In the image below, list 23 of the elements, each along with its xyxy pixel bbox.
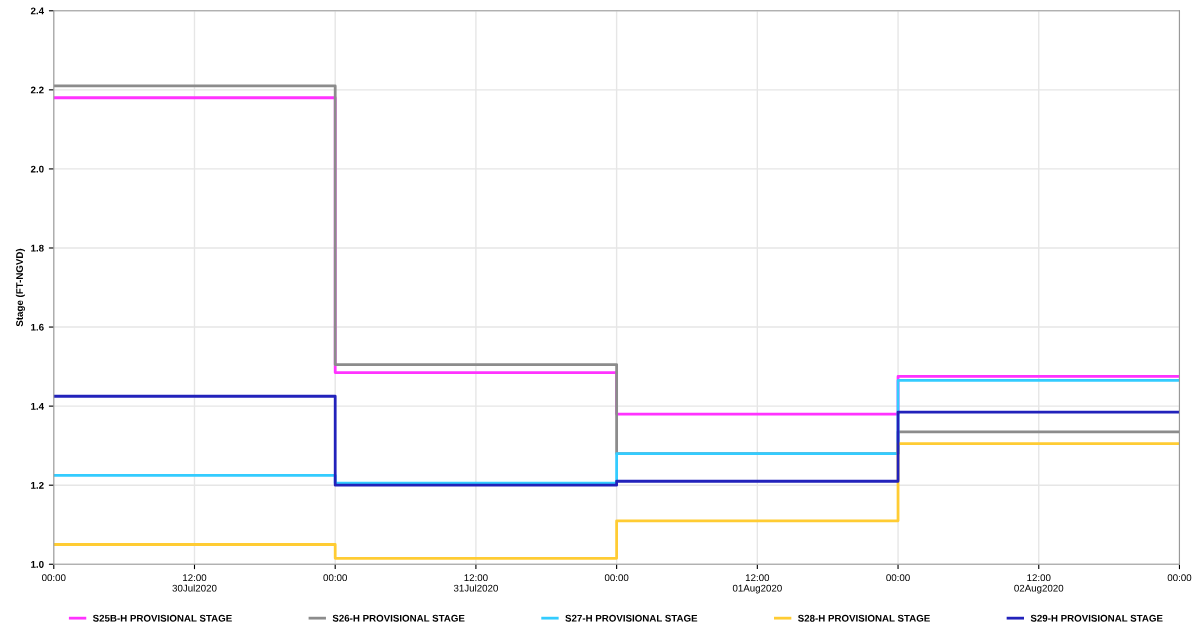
legend-label: S29-H PROVISIONAL STAGE <box>1030 614 1163 622</box>
x-tick-label: 00:00 <box>41 574 66 582</box>
y-tick-label: 1.8 <box>31 244 44 252</box>
y-tick-label: 2.2 <box>30 86 44 94</box>
legend-label: S27-H PROVISIONAL STAGE <box>565 614 698 622</box>
x-tick-label: 12:00 02Aug2020 <box>1014 574 1064 594</box>
x-tick-label: 12:00 01Aug2020 <box>732 574 782 594</box>
y-tick-label: 1.4 <box>31 402 44 410</box>
x-tick-label: 00:00 <box>886 574 910 582</box>
x-tick-label: 00:00 <box>604 574 629 582</box>
y-tick-label: 1.6 <box>31 323 44 331</box>
x-tick-label: 12:00 31Jul2020 <box>453 574 498 592</box>
y-tick-label: 2.4 <box>30 7 44 15</box>
x-tick-label: 12:00 30Jul2020 <box>172 574 217 592</box>
y-tick-label: 2.0 <box>30 165 44 173</box>
x-tick-label: 00:00 <box>1167 574 1192 582</box>
y-tick-label: 1.0 <box>31 560 44 568</box>
y-tick-label: 1.2 <box>31 481 44 489</box>
y-axis-title: Stage (FT-NGVD) <box>15 248 25 327</box>
legend-label: S28-H PROVISIONAL STAGE <box>798 614 930 622</box>
legend-label: S26-H PROVISIONAL STAGE <box>332 614 465 622</box>
x-tick-label: 00:00 <box>323 574 347 582</box>
legend-label: S25B-H PROVISIONAL STAGE <box>92 614 232 622</box>
